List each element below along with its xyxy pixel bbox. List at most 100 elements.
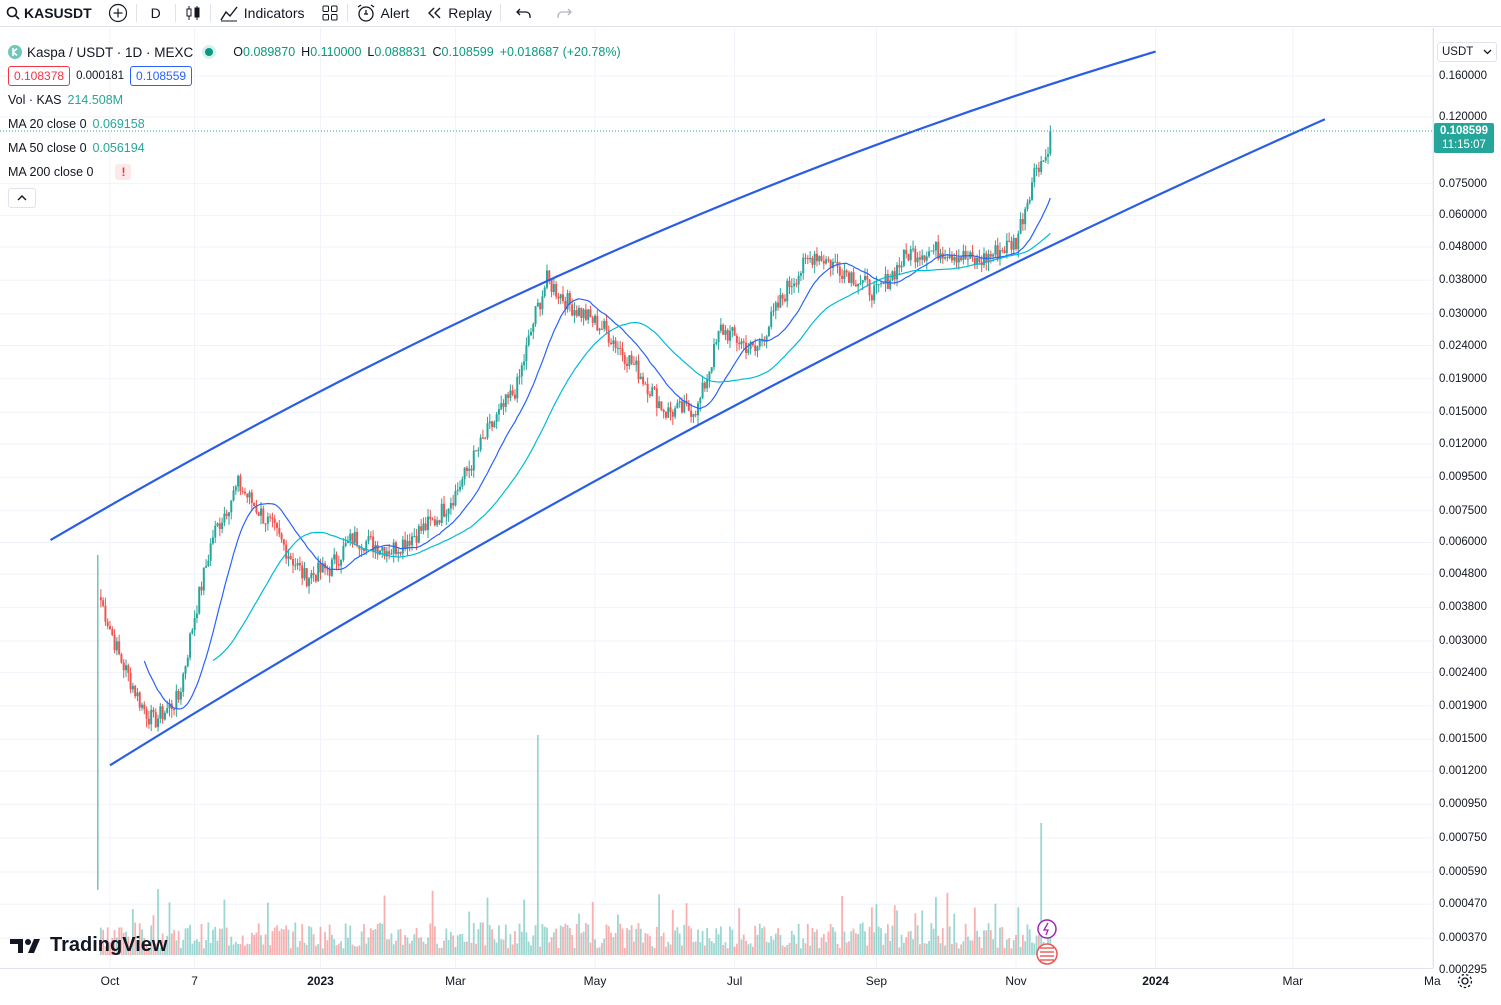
volume-bar [326,940,329,955]
candle-body [1005,240,1008,254]
candle-body [330,559,333,576]
candle-body [271,517,274,519]
volume-bar [816,929,818,955]
volume-bar [184,928,187,955]
ma20-indicator-label[interactable]: MA 20 close 0 [8,117,87,131]
volume-bar [376,923,379,955]
candle-body [555,284,558,297]
candle-body [772,310,775,312]
candle-body [733,327,736,336]
volume-bar [882,944,885,955]
candle-body [857,283,860,287]
alert-button[interactable]: Alert [348,0,418,27]
redo-button[interactable] [547,0,581,27]
volume-bar [488,925,491,955]
volume-indicator-label[interactable]: Vol · KAS [8,93,62,107]
candle-body [694,414,697,416]
symbol-search-button[interactable]: KASUSDT [0,0,100,27]
candle-body [953,257,956,261]
volume-bar [152,915,155,955]
replay-button[interactable]: Replay [417,0,500,27]
candle-body [511,390,514,395]
last-price-value: 0.108599 [1440,125,1488,137]
volume-bar [575,923,578,955]
candle-body [550,279,553,293]
volume-bar [106,927,109,955]
time-axis[interactable] [0,968,1433,994]
volume-bar [939,943,942,955]
candle-body [884,274,887,284]
candle-body [367,536,370,542]
candle-body [804,257,807,259]
volume-bar [475,943,477,955]
candle-body [957,257,960,263]
candle-body [831,261,834,269]
volume-bar [701,930,704,955]
candle-body [662,409,665,412]
candle-body [667,407,670,418]
candle-body [255,505,258,513]
volume-bar [264,934,267,955]
candle-body [996,245,999,260]
candle-body [502,403,505,407]
candle-body [99,597,102,601]
chart-settings-button[interactable] [1456,972,1474,995]
candle-body [870,295,873,301]
price-tick-label: 0.120000 [1439,110,1487,123]
candle-body [880,283,883,285]
collapse-legend-button[interactable] [8,188,36,208]
buy-price-button[interactable]: 0.108559 [130,66,193,86]
currency-select[interactable]: USDT [1437,42,1497,62]
interval-button[interactable]: D [137,0,175,27]
chart-type-button[interactable] [176,0,210,27]
candle-body [864,276,866,281]
time-tick-label: May [583,974,607,988]
undo-button[interactable] [501,0,547,27]
price-tick-label: 0.000750 [1439,831,1487,844]
volume-bar [912,939,914,955]
candle-body [642,376,645,384]
candle-body [308,578,311,587]
time-tick-label: 2024 [1142,974,1169,988]
price-chart[interactable] [0,28,1433,968]
indicators-label: Indicators [243,5,305,21]
volume-bar [678,933,681,955]
candle-body [342,545,345,560]
volume-bar [559,925,562,955]
compare-symbol-button[interactable] [100,0,136,27]
volume-bar [653,948,656,955]
volume-bar [781,945,784,955]
search-icon [6,6,20,20]
rewind-icon [428,7,441,19]
volume-bar [266,902,269,955]
ma200-indicator-label[interactable]: MA 200 close 0 [8,165,94,179]
templates-button[interactable] [313,0,347,27]
price-tick-label: 0.000950 [1439,798,1487,811]
volume-bar [550,937,553,955]
volume-bar [738,908,741,955]
plus-circle-icon [108,3,127,23]
volume-bar [433,926,436,955]
tradingview-logo[interactable]: TradingView [10,934,167,957]
volume-bar [472,923,475,955]
price-axis[interactable] [1433,28,1501,968]
symbol-title: Kaspa / USDT · 1D · MEXC [27,44,194,60]
volume-bar [253,934,256,955]
candle-body [344,543,347,546]
sell-price-button[interactable]: 0.108378 [8,66,71,86]
time-tick-label: Jul [726,974,743,988]
ma50-indicator-label[interactable]: MA 50 close 0 [8,141,87,155]
candle-body [328,569,331,576]
volume-bar [962,941,965,955]
volume-bar [989,930,992,955]
volume-bar [141,929,143,955]
candle-body [706,379,709,389]
volume-bar [866,945,869,955]
volume-bar [907,931,910,955]
price-tick-label: 0.001500 [1439,733,1487,746]
candle-body [918,257,921,260]
indicators-button[interactable]: Indicators [211,0,313,27]
volume-bar [1035,935,1038,955]
ma200-warning-icon[interactable]: ! [115,164,132,180]
candle-body [422,523,425,531]
